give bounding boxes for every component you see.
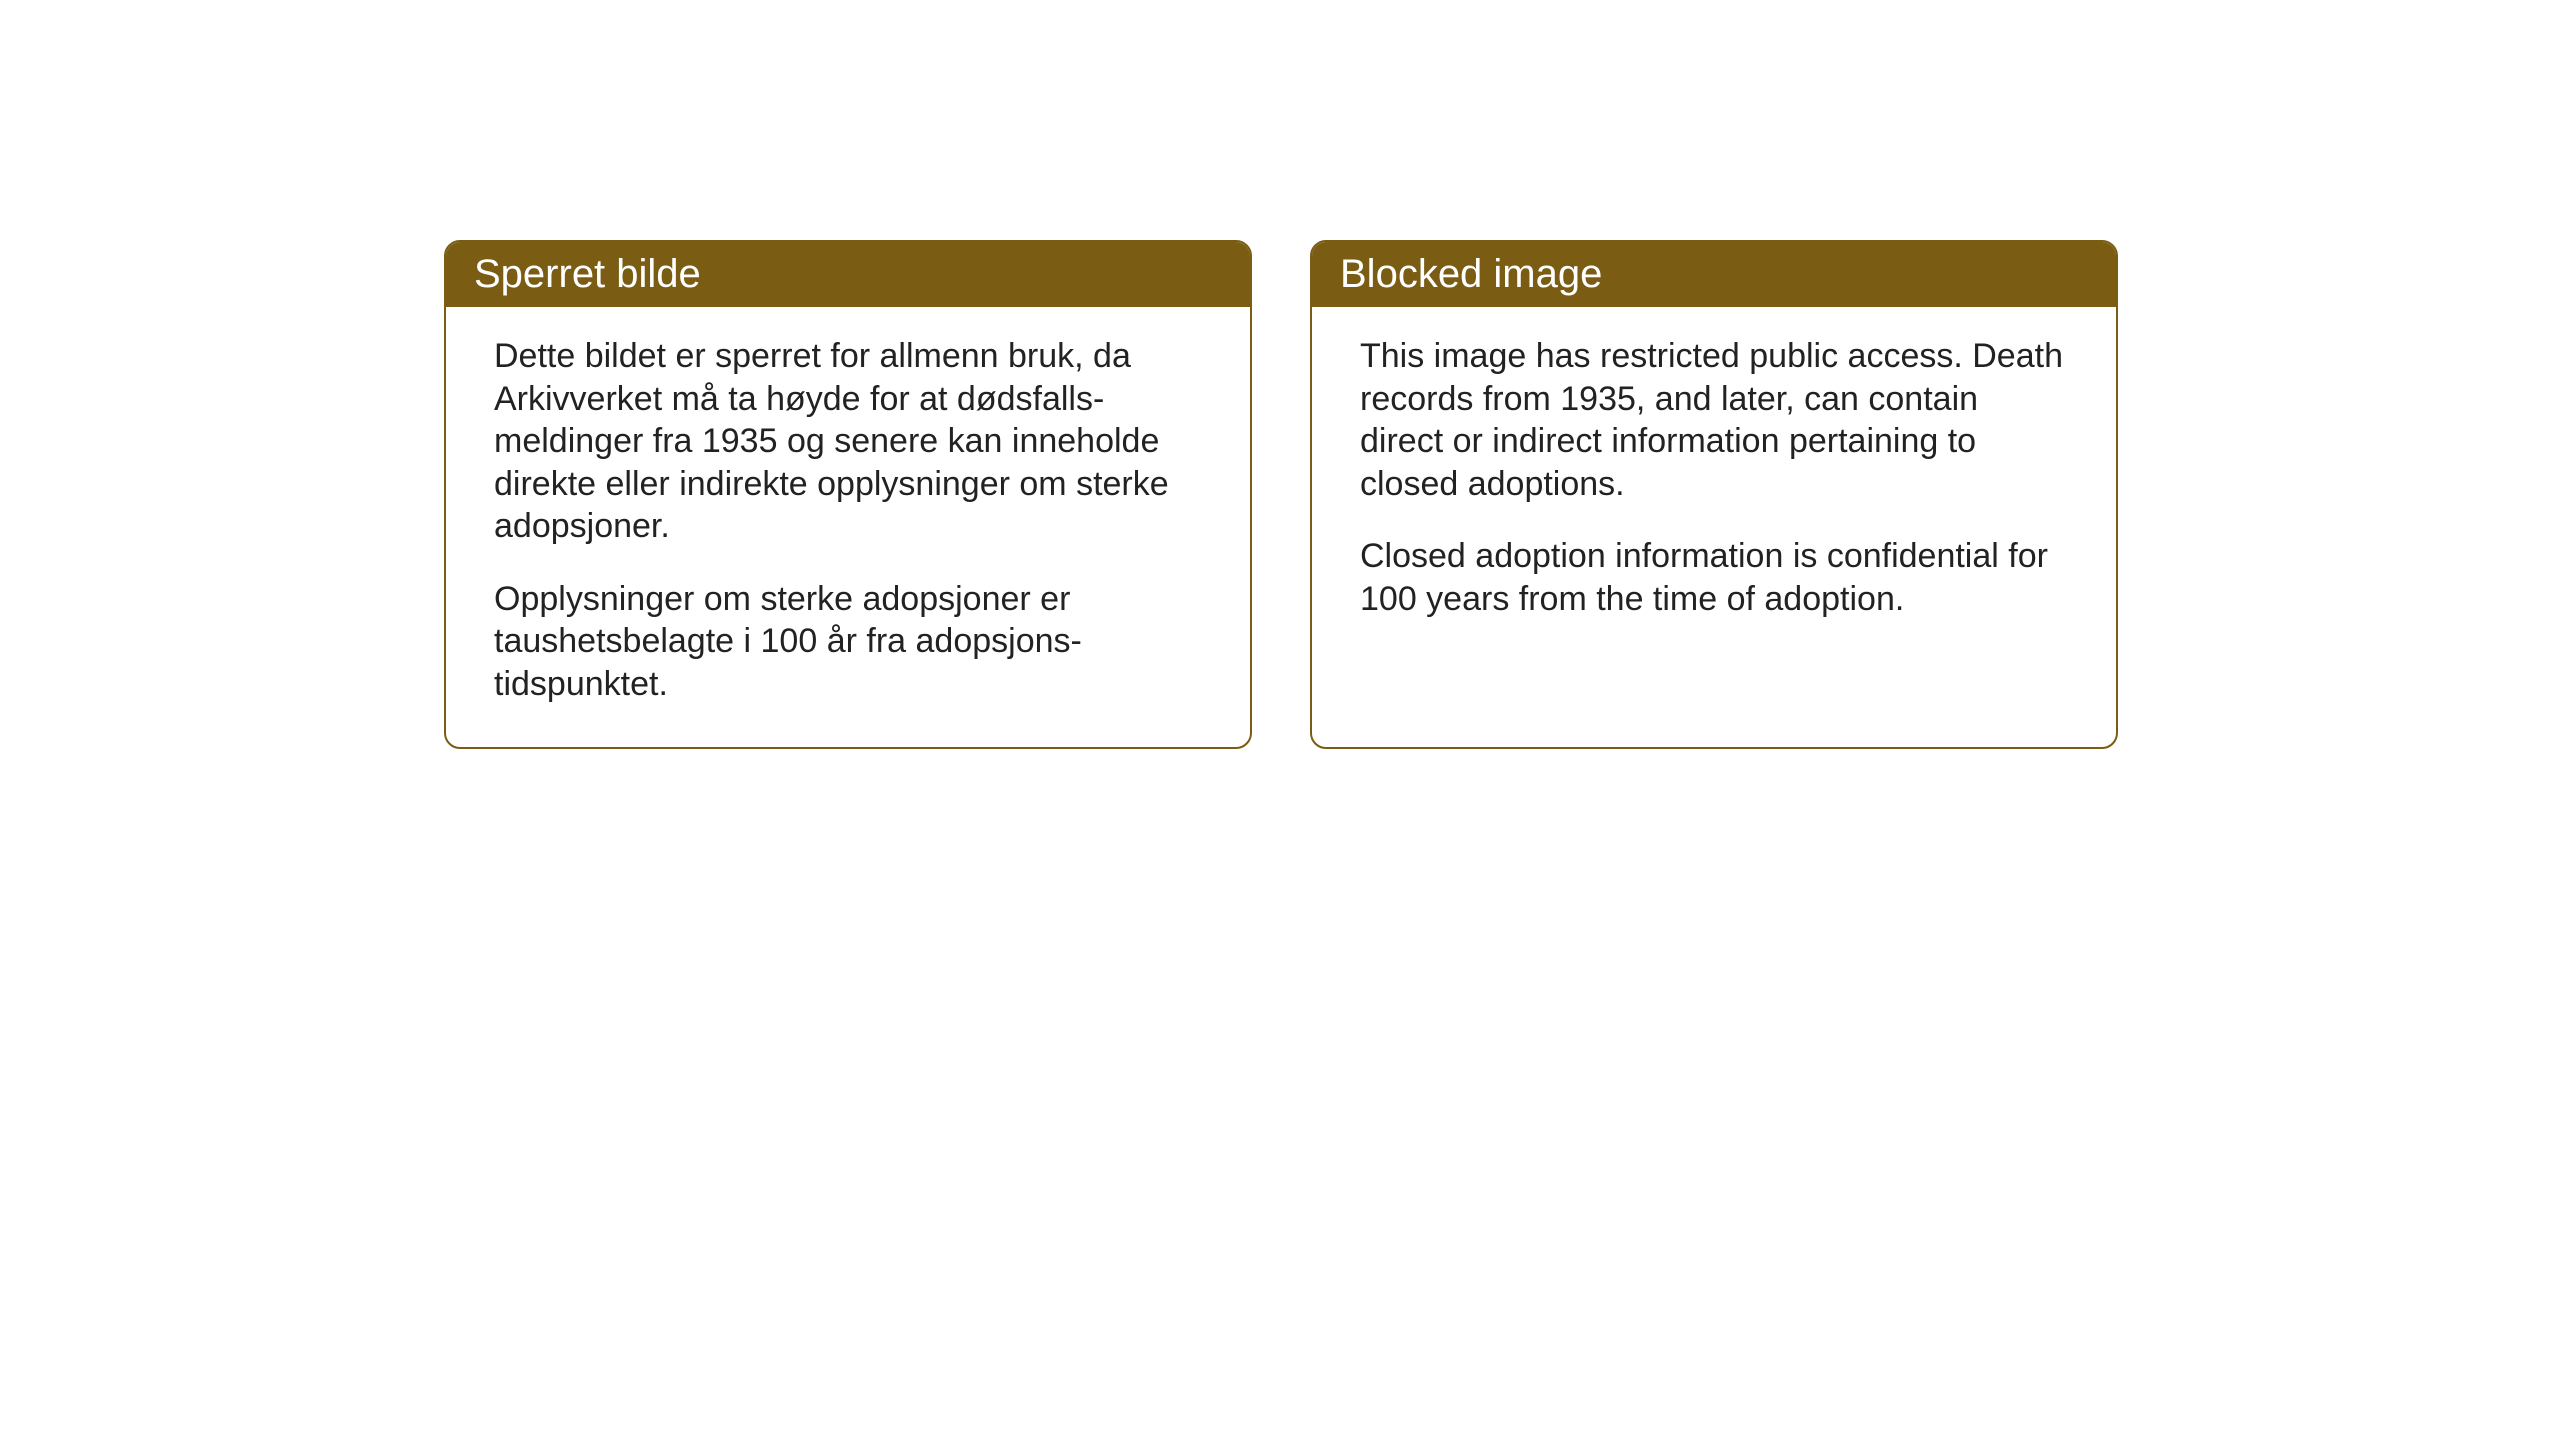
english-notice-card: Blocked image This image has restricted … [1310, 240, 2118, 749]
english-card-header: Blocked image [1312, 242, 2116, 307]
norwegian-card-title: Sperret bilde [474, 252, 701, 296]
english-card-title: Blocked image [1340, 252, 1602, 296]
norwegian-card-body: Dette bildet er sperret for allmenn bruk… [446, 307, 1250, 747]
english-card-body: This image has restricted public access.… [1312, 307, 2116, 747]
norwegian-paragraph-1: Dette bildet er sperret for allmenn bruk… [494, 335, 1202, 548]
norwegian-card-header: Sperret bilde [446, 242, 1250, 307]
english-paragraph-1: This image has restricted public access.… [1360, 335, 2068, 505]
norwegian-notice-card: Sperret bilde Dette bildet er sperret fo… [444, 240, 1252, 749]
english-paragraph-2: Closed adoption information is confident… [1360, 535, 2068, 620]
norwegian-paragraph-2: Opplysninger om sterke adopsjoner er tau… [494, 578, 1202, 706]
notice-container: Sperret bilde Dette bildet er sperret fo… [444, 240, 2118, 749]
